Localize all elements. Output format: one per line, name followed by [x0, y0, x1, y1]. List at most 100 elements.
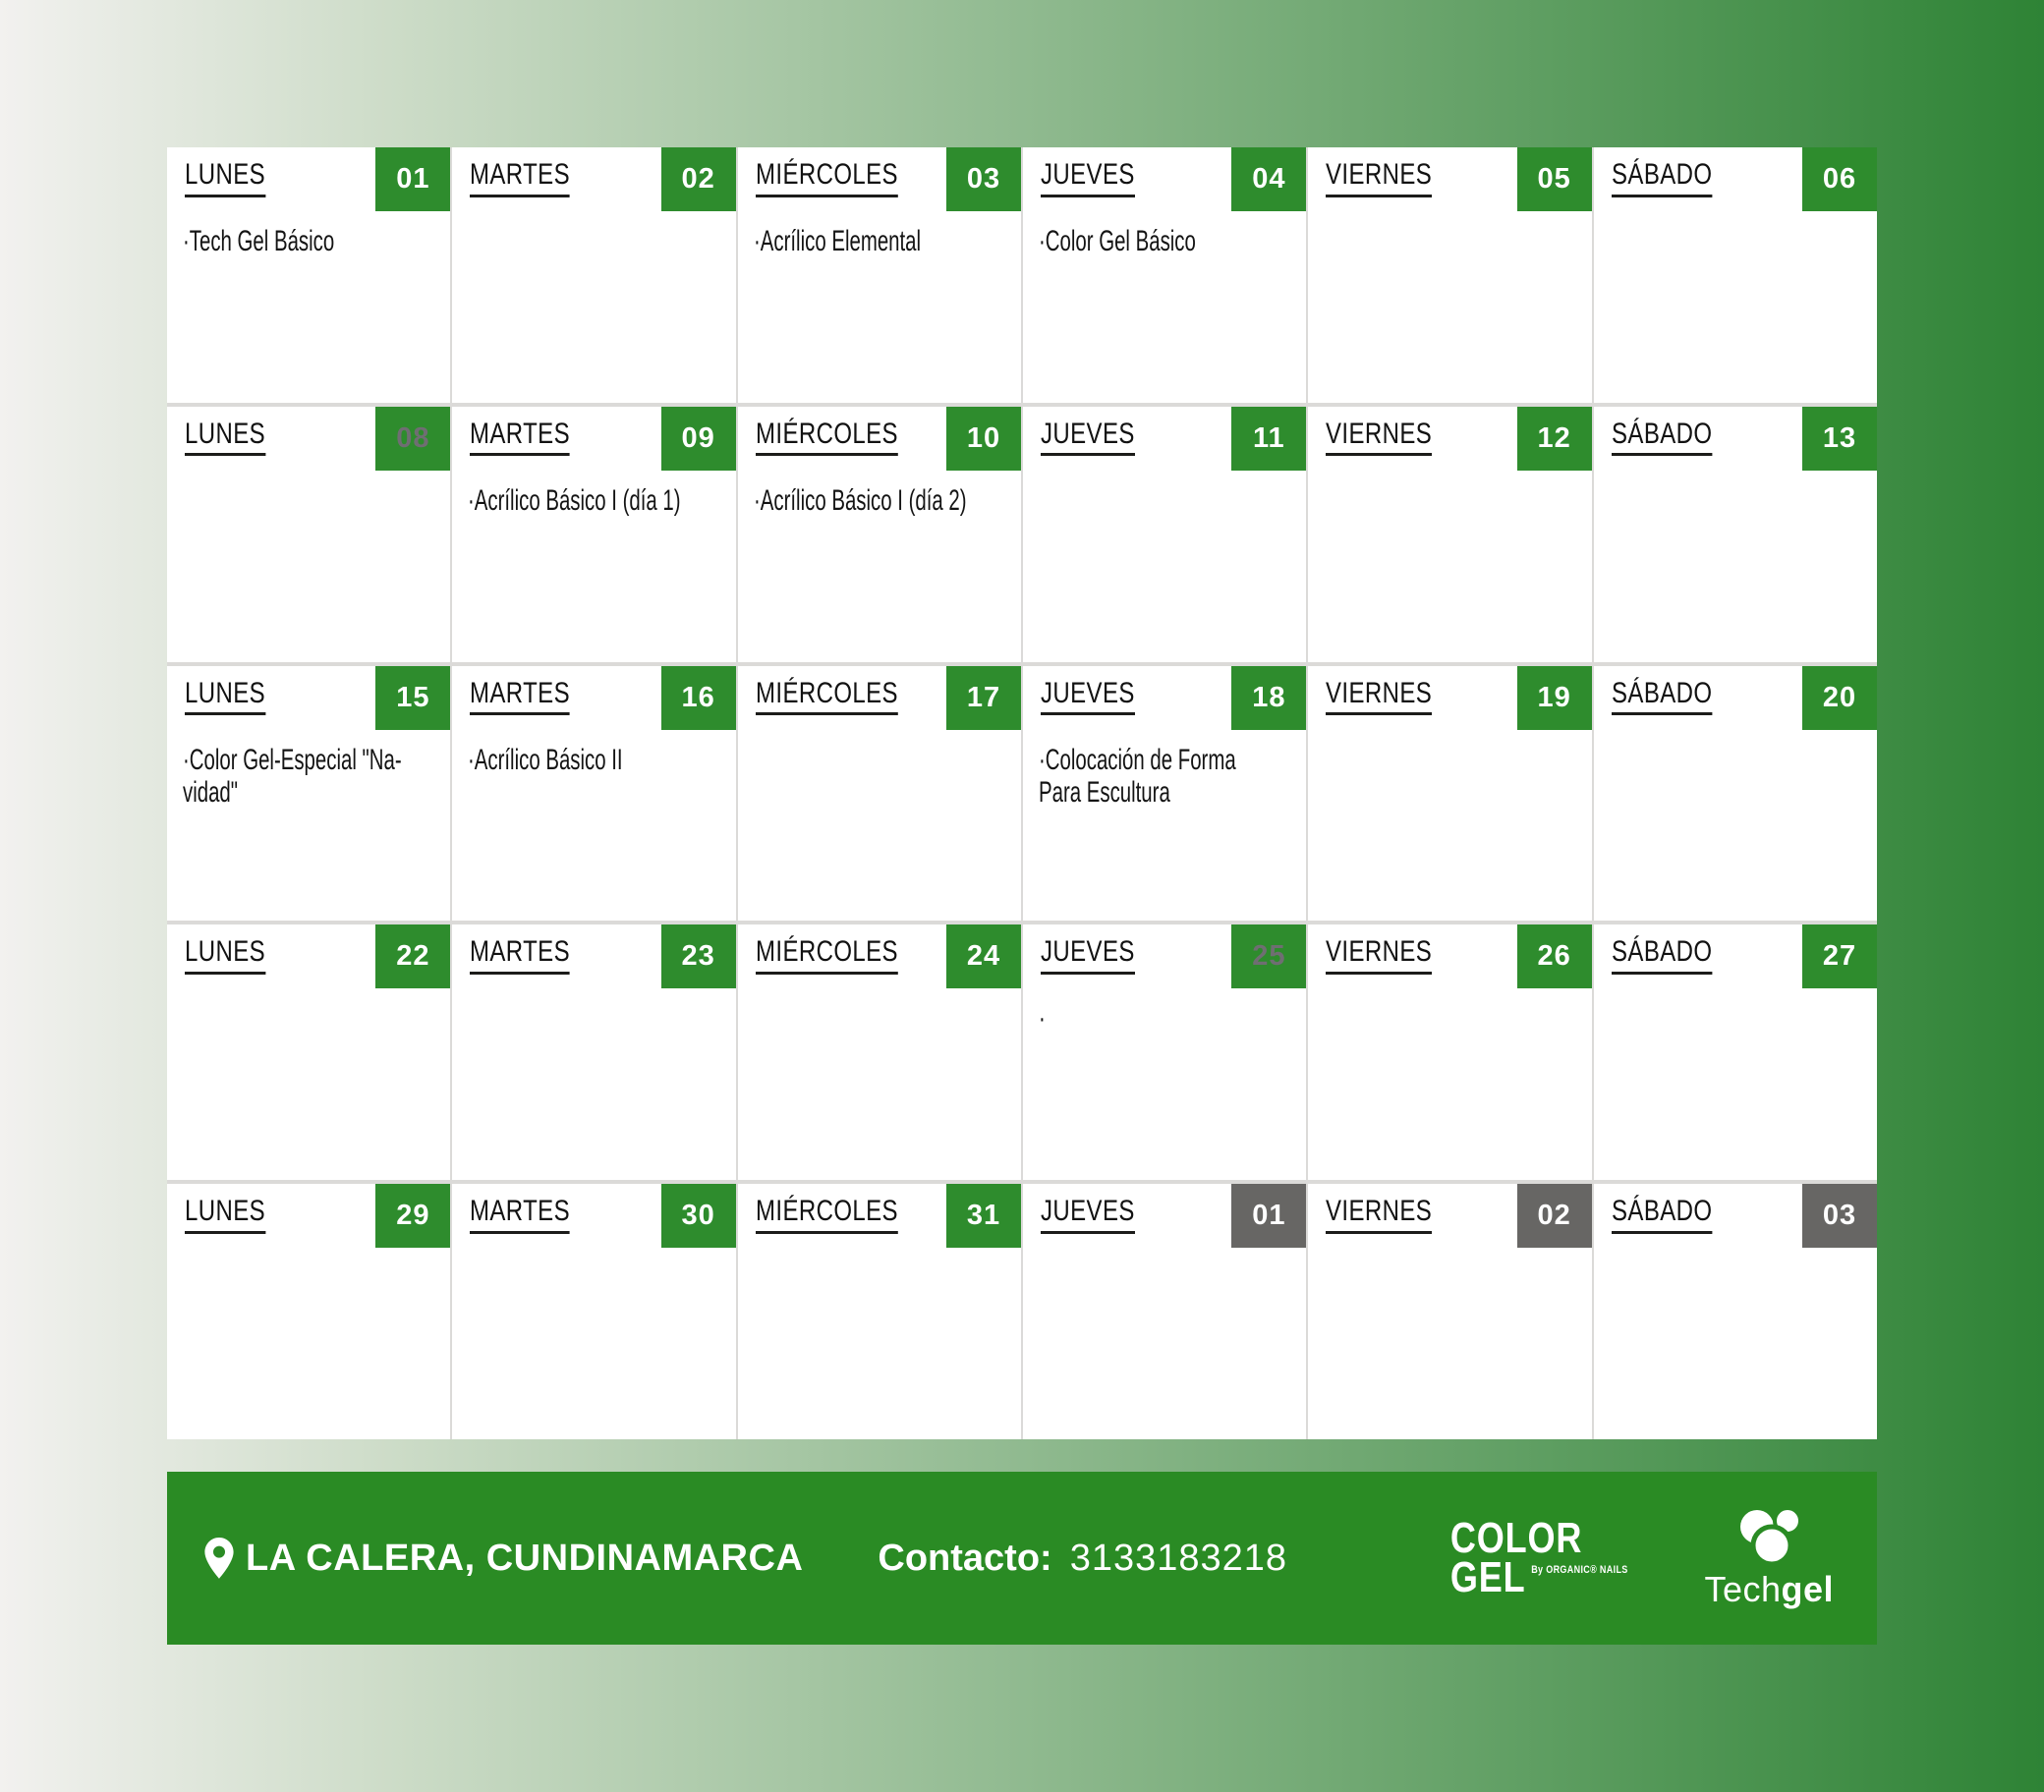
date-badge: 16 — [660, 665, 736, 730]
calendar-cell: MIÉRCOLES 03 ·Acrílico Elemental — [737, 147, 1021, 403]
day-name-label: VIERNES — [1326, 678, 1433, 716]
day-name-label: VIERNES — [1326, 419, 1433, 457]
calendar-cell: SÁBADO 03 — [1593, 1184, 1877, 1439]
day-name-label: LUNES — [185, 419, 266, 457]
day-name-label: JUEVES — [1041, 678, 1135, 716]
cell-header: LUNES 01 — [167, 147, 451, 211]
date-badge: 11 — [1231, 406, 1307, 471]
footer-bar: LA CALERA, CUNDINAMARCA Contacto: 313318… — [167, 1472, 1877, 1645]
cell-header: SÁBADO 06 — [1594, 147, 1877, 211]
date-badge: 02 — [1516, 1184, 1592, 1249]
day-name-label: JUEVES — [1041, 419, 1135, 457]
cell-header: MARTES 23 — [452, 924, 736, 989]
date-badge: 15 — [375, 665, 451, 730]
date-badge: 04 — [1231, 147, 1307, 211]
calendar-cell: VIERNES 05 — [1308, 147, 1592, 403]
cell-header: JUEVES 18 — [1023, 665, 1307, 730]
cell-header: SÁBADO 13 — [1594, 406, 1877, 471]
date-badge: 22 — [375, 924, 451, 989]
techgel-logo: Techgel — [1704, 1506, 1834, 1610]
date-badge: 24 — [946, 924, 1021, 989]
calendar-cell: VIERNES 19 — [1308, 665, 1592, 922]
location-pin-icon — [204, 1538, 234, 1579]
day-name-label: LUNES — [185, 159, 266, 197]
calendar-cell: MIÉRCOLES 31 — [737, 1184, 1021, 1439]
date-badge: 01 — [1231, 1184, 1307, 1249]
day-name-label: LUNES — [185, 678, 266, 716]
date-badge: 03 — [946, 147, 1021, 211]
cell-header: VIERNES 26 — [1308, 924, 1592, 989]
date-badge: 08 — [375, 406, 451, 471]
calendar-cell: LUNES 01 ·Tech Gel Básico — [167, 147, 451, 403]
techgel-logo-gel: gel — [1781, 1569, 1834, 1609]
course-entry: ·Tech Gel Básico — [183, 225, 335, 257]
cell-header: MIÉRCOLES 31 — [738, 1184, 1021, 1249]
date-badge: 10 — [946, 406, 1021, 471]
date-badge: 25 — [1231, 924, 1307, 989]
cell-header: MIÉRCOLES 24 — [738, 924, 1021, 989]
course-entry: ·Color Gel-Especial "Na- vidad" — [183, 743, 402, 810]
calendar-cell: MIÉRCOLES 24 — [737, 924, 1021, 1181]
day-name-label: LUNES — [185, 936, 266, 975]
cell-header: VIERNES 12 — [1308, 406, 1592, 471]
day-name-label: SÁBADO — [1611, 936, 1713, 975]
colorgel-logo-byline: By ORGANIC® NAILS — [1531, 1564, 1628, 1576]
calendar-cell: JUEVES 25 · — [1023, 924, 1307, 1181]
day-name-label: MIÉRCOLES — [755, 1196, 898, 1234]
contact-group: Contacto: 3133183218 — [878, 1538, 1287, 1580]
techgel-logo-tech: Tech — [1704, 1569, 1782, 1609]
calendar-cell: MARTES 30 — [452, 1184, 736, 1439]
date-badge: 27 — [1802, 924, 1877, 989]
day-name-label: MARTES — [470, 678, 571, 716]
cell-header: JUEVES 25 — [1023, 924, 1307, 989]
cell-header: JUEVES 11 — [1023, 406, 1307, 471]
day-name-label: MARTES — [470, 1196, 571, 1234]
date-badge: 12 — [1516, 406, 1592, 471]
calendar-cell: MIÉRCOLES 17 — [737, 665, 1021, 922]
calendar-cell: LUNES 29 — [167, 1184, 451, 1439]
day-name-label: MARTES — [470, 419, 571, 457]
cell-header: VIERNES 05 — [1308, 147, 1592, 211]
cell-header: JUEVES 04 — [1023, 147, 1307, 211]
date-badge: 26 — [1516, 924, 1592, 989]
calendar-cell: VIERNES 26 — [1308, 924, 1592, 1181]
day-name-label: SÁBADO — [1611, 159, 1713, 197]
day-name-label: LUNES — [185, 1196, 266, 1234]
cell-header: MARTES 09 — [452, 406, 736, 471]
calendar-cell: LUNES 15 ·Color Gel-Especial "Na- vidad" — [167, 665, 451, 922]
cell-header: SÁBADO 03 — [1594, 1184, 1877, 1249]
calendar-grid: LUNES 01 ·Tech Gel Básico MARTES 02 MIÉRCOLES… — [167, 147, 1877, 1439]
day-name-label: SÁBADO — [1611, 419, 1713, 457]
course-entry: ·Acrílico Básico I (día 2) — [753, 483, 967, 517]
calendar-cell: JUEVES 01 — [1023, 1184, 1307, 1439]
day-name-label: JUEVES — [1041, 1196, 1135, 1234]
day-name-label: MIÉRCOLES — [755, 936, 898, 975]
location-text: LA CALERA, CUNDINAMARCA — [246, 1537, 804, 1579]
cell-header: MIÉRCOLES 17 — [738, 665, 1021, 730]
colorgel-logo-line1: COLOR — [1449, 1514, 1583, 1563]
course-entry: ·Acrílico Básico II — [468, 743, 623, 776]
calendar-cell: MARTES 16 ·Acrílico Básico II — [452, 665, 736, 922]
calendar-cell: SÁBADO 20 — [1593, 665, 1877, 922]
date-badge: 19 — [1516, 665, 1592, 730]
date-badge: 29 — [375, 1184, 451, 1249]
day-name-label: VIERNES — [1326, 1196, 1433, 1234]
cell-header: MIÉRCOLES 10 — [738, 406, 1021, 471]
day-name-label: VIERNES — [1326, 159, 1433, 197]
location-group: LA CALERA, CUNDINAMARCA — [204, 1538, 803, 1580]
date-badge: 06 — [1802, 147, 1877, 211]
calendar-cell: MARTES 23 — [452, 924, 736, 1181]
cell-header: LUNES 22 — [167, 924, 451, 989]
cell-header: LUNES 29 — [167, 1184, 451, 1249]
calendar-cell: JUEVES 18 ·Colocación de Forma Para Escult… — [1023, 665, 1307, 922]
course-entry: ·Color Gel Básico — [1039, 225, 1196, 257]
calendar-cell: SÁBADO 27 — [1593, 924, 1877, 1181]
calendar-cell: MARTES 02 — [452, 147, 736, 403]
cell-header: LUNES 08 — [167, 406, 451, 471]
day-name-label: MIÉRCOLES — [755, 159, 898, 197]
contact-number: 3133183218 — [1069, 1537, 1288, 1579]
techgel-logo-text: Techgel — [1704, 1569, 1834, 1610]
calendar-cell: MARTES 09 ·Acrílico Básico I (día 1) — [452, 406, 736, 662]
date-badge: 03 — [1802, 1184, 1877, 1249]
